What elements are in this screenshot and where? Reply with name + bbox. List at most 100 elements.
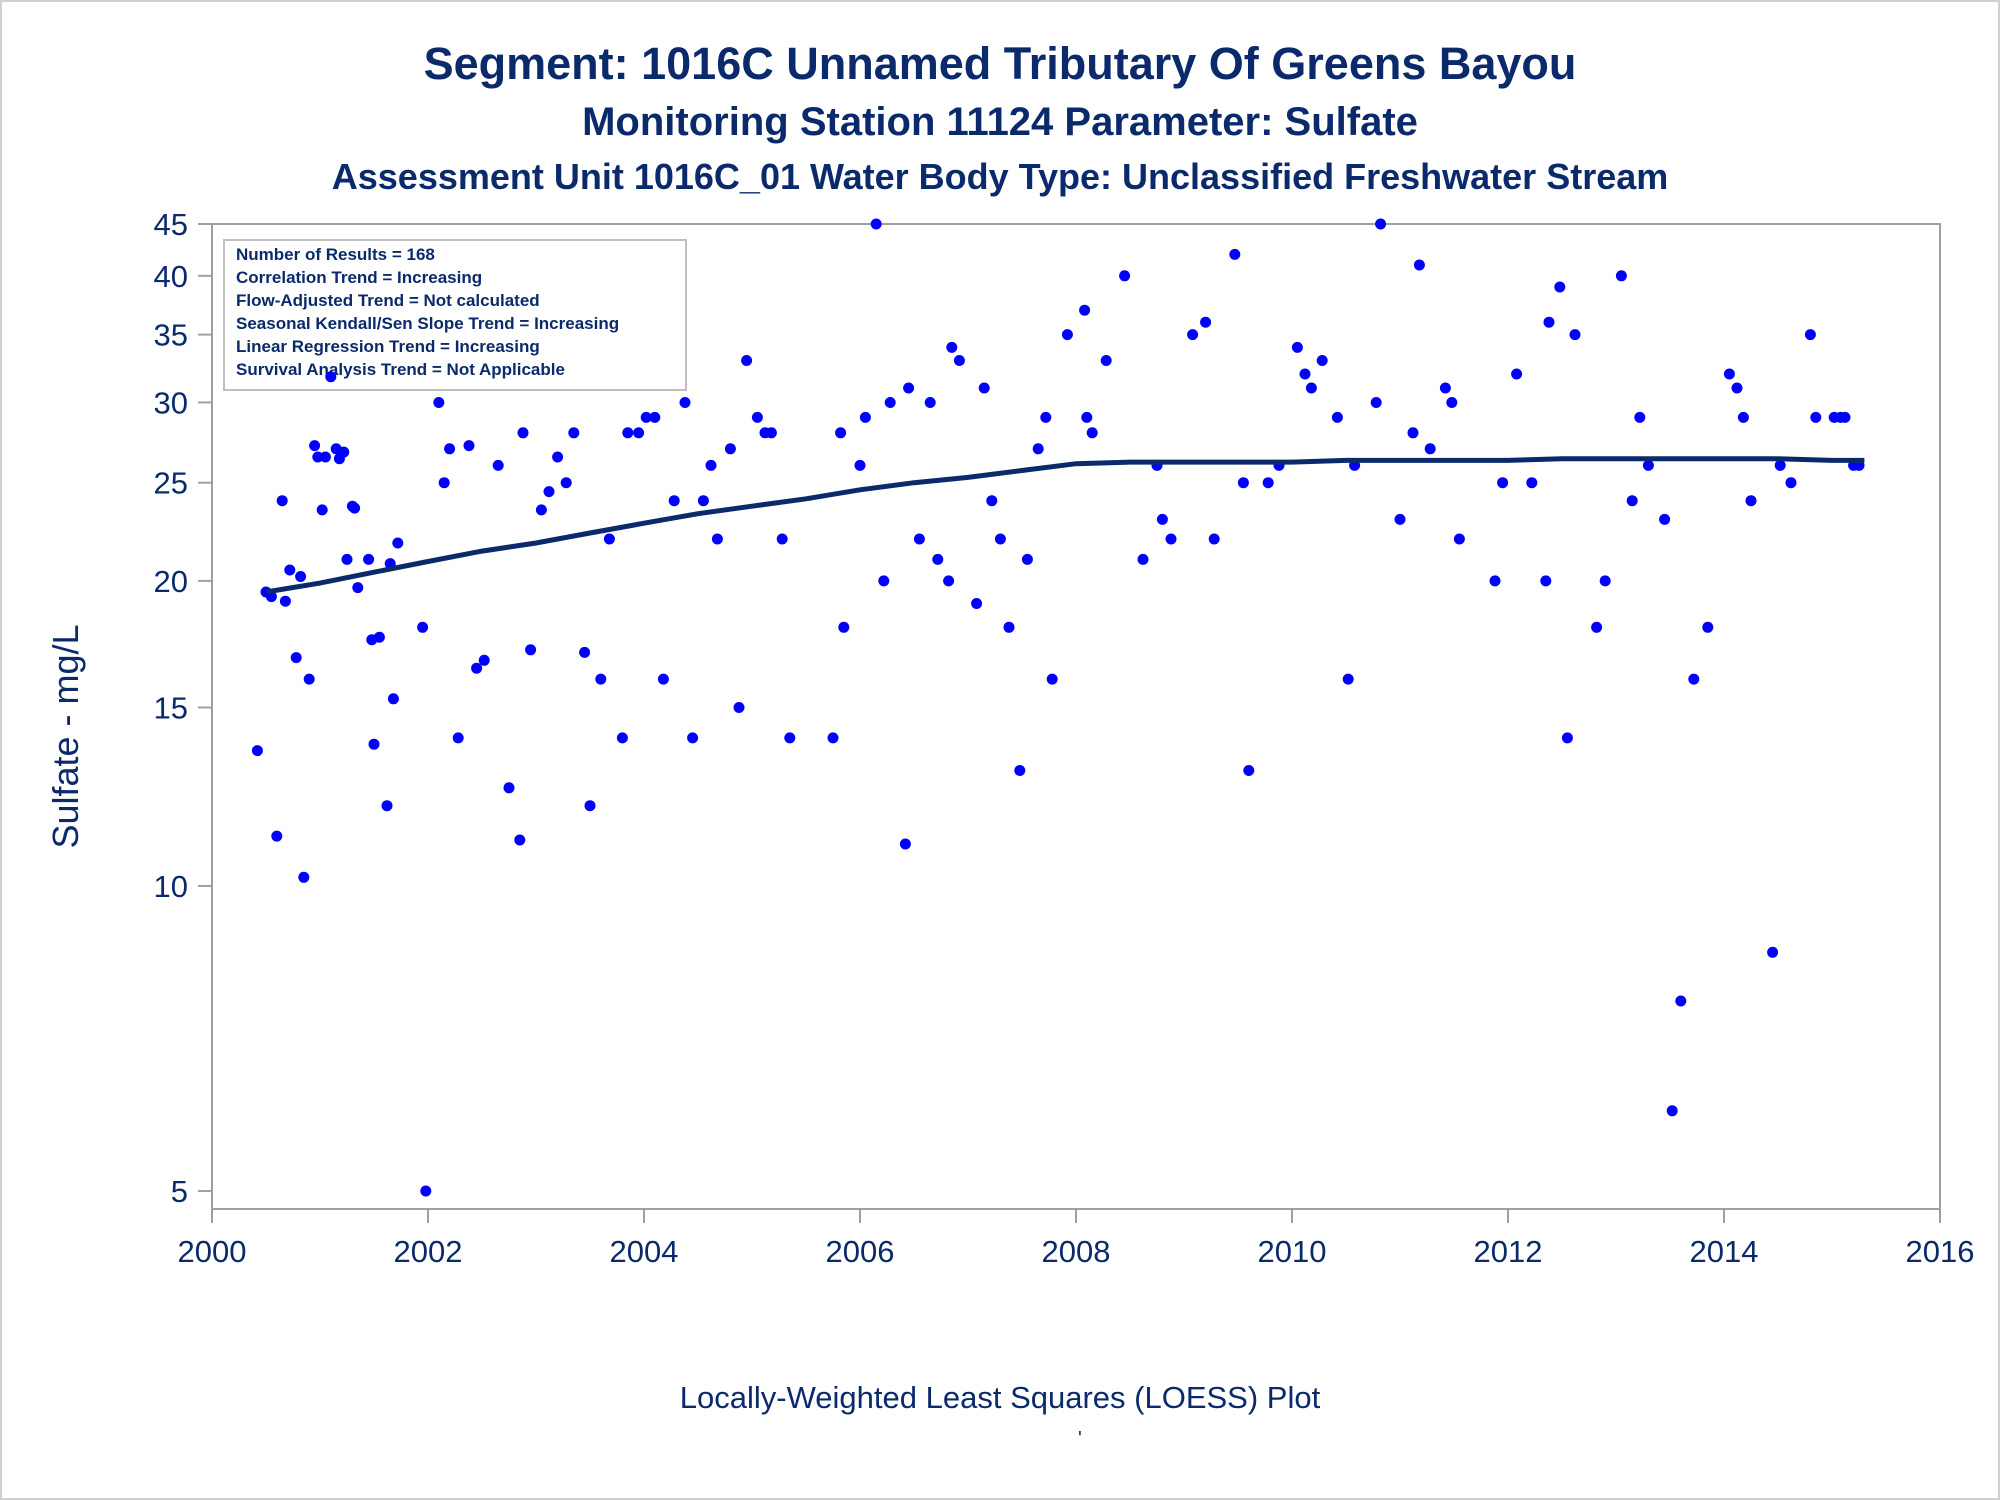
data-point	[1003, 621, 1015, 633]
data-point	[1731, 382, 1743, 394]
chart-title: Segment: 1016C Unnamed Tributary Of Gree…	[423, 38, 1577, 89]
stats-line: Survival Analysis Trend = Not Applicable	[236, 360, 565, 379]
data-point	[854, 459, 866, 471]
data-point	[316, 504, 328, 516]
data-point	[1804, 329, 1816, 341]
footnote: Locally-Weighted Least Squares (LOESS) P…	[679, 1380, 1321, 1415]
data-point	[733, 702, 745, 713]
data-point	[1737, 411, 1749, 423]
x-tick-label: 2006	[826, 1234, 895, 1269]
stats-box: Number of Results = 168 Correlation Trend…	[223, 239, 687, 391]
data-point	[943, 575, 955, 587]
x-tick-label: 2002	[394, 1234, 463, 1269]
data-point	[1079, 304, 1091, 316]
data-point	[705, 459, 717, 471]
data-point	[1014, 765, 1026, 776]
data-point	[463, 440, 475, 452]
data-point	[1569, 329, 1581, 341]
data-point	[1659, 513, 1671, 525]
data-point	[279, 595, 291, 607]
chart-subtitle-assessment: Assessment Unit 1016C_01 Water Body Type…	[331, 156, 1669, 197]
data-point	[1439, 382, 1451, 394]
data-point	[1561, 732, 1573, 744]
data-point	[1165, 533, 1177, 545]
data-point	[338, 446, 350, 458]
data-point	[381, 800, 393, 812]
data-point	[932, 553, 944, 565]
data-point	[478, 654, 490, 666]
data-point	[1316, 355, 1328, 366]
data-point	[978, 382, 990, 394]
chart-subtitle-station: Monitoring Station 11124 Parameter: Sulf…	[582, 100, 1418, 144]
data-point	[579, 646, 591, 658]
data-point	[420, 1185, 432, 1197]
data-point	[903, 382, 915, 394]
data-point	[1675, 995, 1687, 1007]
data-points	[251, 218, 1865, 1197]
data-point	[1543, 316, 1555, 328]
data-point	[368, 738, 380, 750]
data-point	[1040, 411, 1052, 423]
data-point	[1767, 946, 1779, 958]
data-point	[1342, 673, 1354, 685]
data-point	[994, 533, 1006, 545]
data-point	[1413, 259, 1425, 271]
data-point	[657, 673, 669, 685]
data-point	[1370, 397, 1382, 408]
data-point	[543, 486, 555, 498]
data-point	[1540, 575, 1552, 587]
data-point	[312, 451, 324, 463]
data-point	[1291, 341, 1303, 353]
data-point	[1061, 329, 1073, 341]
data-point	[899, 838, 911, 850]
data-point	[444, 443, 456, 455]
data-point	[517, 427, 529, 439]
data-point	[295, 571, 307, 582]
x-tick-label: 2010	[1258, 1234, 1327, 1269]
data-point	[765, 427, 777, 439]
data-point	[438, 477, 450, 489]
data-point	[1100, 355, 1112, 366]
data-point	[1262, 477, 1274, 489]
data-point	[697, 495, 709, 507]
data-point	[724, 443, 736, 455]
stats-line: Linear Regression Trend = Increasing	[236, 337, 540, 356]
data-point	[1021, 553, 1033, 565]
data-point	[784, 732, 796, 744]
data-point	[711, 533, 723, 545]
data-point	[452, 732, 464, 744]
loess-line	[265, 456, 1865, 595]
data-point	[838, 621, 850, 633]
footnote-mark: '	[1078, 1428, 1082, 1450]
x-tick-label: 2014	[1690, 1234, 1759, 1269]
x-axis: 2000 2002 2004 2006 2008 2010 2012 2014 2016	[178, 1209, 1974, 1269]
data-point	[1394, 513, 1406, 525]
data-point	[535, 504, 547, 516]
data-point	[1702, 621, 1714, 633]
data-point	[284, 564, 296, 576]
data-point	[1723, 368, 1735, 380]
data-point	[751, 411, 763, 423]
data-point	[560, 477, 572, 489]
y-tick-label: 20	[154, 564, 188, 599]
y-tick-label: 10	[154, 869, 188, 904]
data-point	[373, 631, 385, 643]
data-point	[741, 355, 753, 366]
data-point	[616, 732, 628, 744]
data-point	[276, 495, 288, 507]
data-point	[986, 495, 998, 507]
data-point	[363, 553, 375, 565]
data-point	[514, 834, 526, 846]
data-point	[433, 397, 445, 408]
data-point	[946, 341, 958, 353]
data-point	[1086, 427, 1098, 439]
y-tick-label: 25	[154, 466, 188, 501]
y-tick-label: 45	[154, 207, 188, 242]
y-tick-label: 40	[154, 259, 188, 294]
data-point	[309, 440, 321, 452]
data-point	[603, 533, 615, 545]
x-tick-label: 2012	[1474, 1234, 1543, 1269]
stats-box-border	[223, 239, 687, 391]
data-point	[341, 553, 353, 565]
data-point	[595, 673, 607, 685]
